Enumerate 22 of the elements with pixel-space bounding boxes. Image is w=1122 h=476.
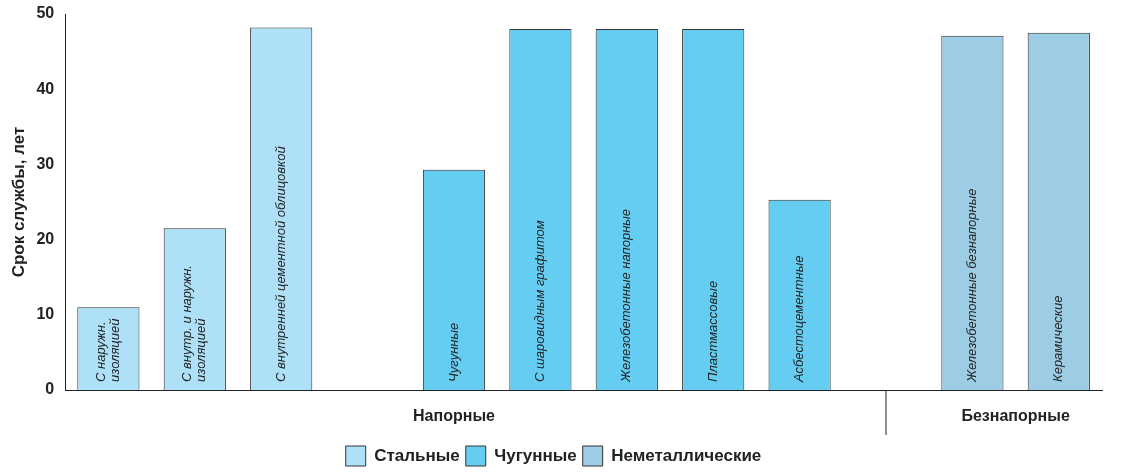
y-tick-label: 40 [36,79,55,97]
x-tick-label: Керамические [1050,295,1066,382]
y-tick-label: 10 [36,305,55,323]
x-tick-label: С наружн. изоляцией [93,318,123,382]
x-tick-label: Асбестоцементные [791,255,807,383]
legend-label: Чугунные [494,445,577,465]
text: Напорные [413,407,496,425]
legend-label: Стальные [374,445,460,465]
y-tick-label: 20 [36,230,55,248]
y-tick-label: 50 [36,4,55,22]
y-tick-label: 30 [36,154,55,172]
legend-label: Неметаллические [611,445,762,465]
y-axis-title: Срок службы, лет [8,126,28,278]
x-tick-label: Чугунные [445,322,461,382]
x-tick-label: С шаровидным графитом [532,220,548,382]
x-tick-label: С внутр. и наружн. изоляцией [179,265,209,382]
x-tick-label: Железобетонные безнапорные [964,188,980,383]
x-tick-label: С внутренней цементной облицовкой [272,146,288,382]
text: Безнапорные [961,407,1070,425]
x-tick-label: Железобетонные напорные [618,208,634,383]
x-tick-label: Пластмассовые [704,280,720,382]
y-tick-label: 0 [45,380,55,398]
